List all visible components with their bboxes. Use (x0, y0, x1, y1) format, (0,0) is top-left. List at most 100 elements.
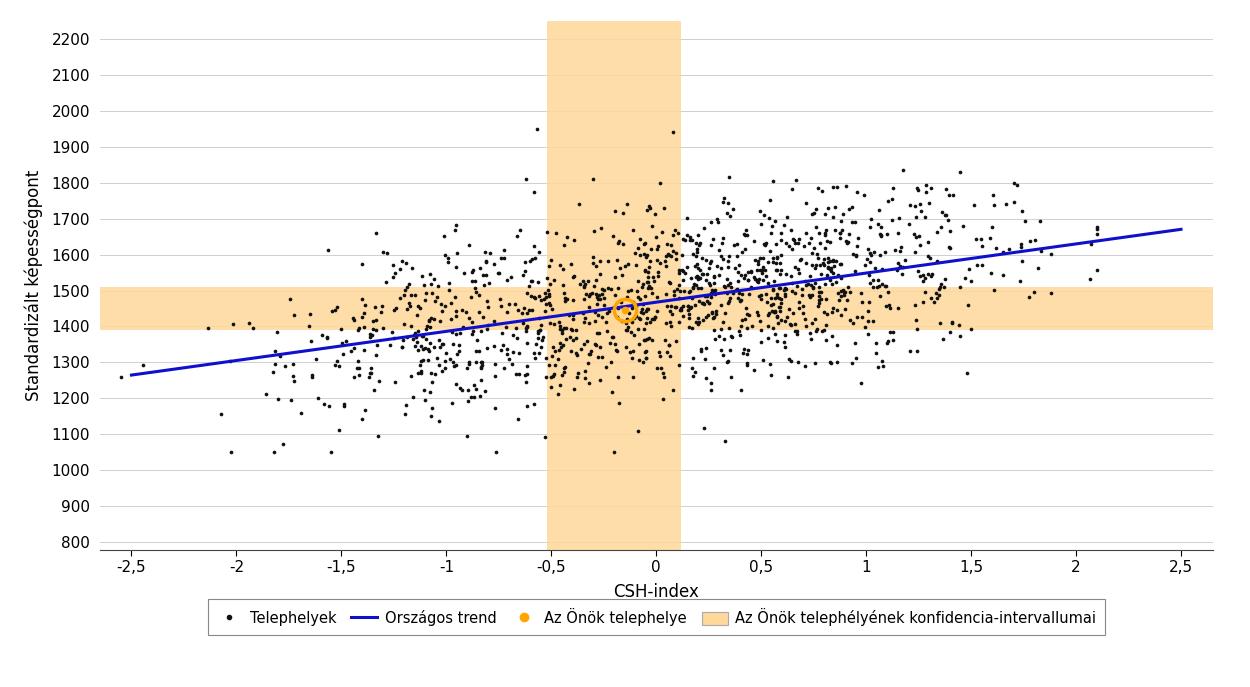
Point (736, 360, 756, 371)
Point (908, 324, 928, 335)
Point (602, 332, 622, 343)
Point (554, 340, 574, 351)
Point (938, 214, 958, 225)
Point (485, 259, 505, 270)
Point (618, 259, 638, 270)
Point (508, 230, 528, 241)
Point (701, 255, 721, 266)
Point (665, 225, 685, 236)
Point (829, 270, 849, 281)
Point (1025, 286, 1045, 297)
Point (685, 300, 705, 311)
Point (754, 238, 774, 249)
Point (801, 247, 821, 258)
Point (788, 357, 808, 368)
Point (539, 297, 559, 308)
Point (768, 311, 788, 322)
Point (526, 338, 546, 349)
Point (280, 293, 300, 304)
Point (574, 275, 594, 286)
Point (459, 240, 479, 251)
Point (575, 293, 595, 304)
Point (705, 284, 725, 295)
Point (411, 341, 431, 352)
Point (562, 335, 582, 346)
Point (354, 344, 374, 355)
Point (949, 319, 969, 330)
Point (321, 447, 341, 458)
Point (876, 280, 896, 291)
Point (520, 256, 540, 267)
Point (890, 245, 910, 256)
Point (696, 343, 716, 354)
Point (618, 291, 638, 302)
Point (579, 291, 599, 302)
Point (829, 294, 849, 305)
Point (434, 231, 454, 242)
Point (832, 225, 852, 236)
Point (490, 345, 510, 356)
Point (834, 289, 854, 300)
Point (846, 251, 866, 262)
Point (344, 315, 364, 326)
Point (749, 291, 769, 302)
Point (840, 203, 860, 214)
Point (474, 311, 494, 322)
Point (632, 357, 652, 368)
Point (785, 237, 805, 248)
Point (630, 293, 650, 304)
Point (318, 331, 338, 342)
Point (626, 260, 646, 271)
Point (889, 302, 909, 313)
Point (424, 314, 444, 325)
Point (649, 346, 669, 357)
Point (535, 287, 555, 298)
Point (984, 285, 1004, 296)
Point (530, 324, 550, 335)
Point (821, 307, 841, 318)
Point (360, 368, 380, 379)
Point (255, 389, 275, 400)
Point (799, 278, 819, 289)
Point (399, 279, 419, 290)
Point (766, 264, 786, 275)
Point (412, 354, 432, 365)
Point (628, 285, 648, 296)
Point (396, 282, 416, 293)
Point (589, 351, 609, 362)
Point (714, 254, 734, 264)
Point (518, 308, 538, 319)
Point (836, 235, 856, 246)
Point (886, 264, 906, 275)
Point (686, 279, 706, 290)
Point (666, 247, 686, 258)
Point (671, 249, 691, 260)
Point (542, 341, 562, 352)
Point (861, 249, 881, 260)
Point (665, 302, 685, 313)
Point (525, 293, 545, 304)
Point (549, 353, 569, 364)
Point (731, 320, 751, 331)
Point (574, 281, 594, 292)
Point (800, 291, 820, 302)
Point (706, 306, 726, 317)
Point (1005, 177, 1025, 188)
Point (536, 291, 556, 302)
Point (384, 304, 404, 315)
Point (612, 207, 632, 218)
Point (372, 301, 392, 312)
Point (376, 247, 396, 258)
Point (459, 357, 479, 368)
Point (624, 346, 644, 357)
Point (789, 267, 809, 278)
Point (866, 282, 886, 293)
Point (594, 293, 614, 304)
Point (551, 324, 571, 335)
Point (754, 275, 774, 286)
Point (765, 293, 785, 304)
Point (532, 331, 552, 342)
Point (628, 275, 648, 286)
Point (1015, 215, 1035, 226)
Point (395, 284, 415, 295)
